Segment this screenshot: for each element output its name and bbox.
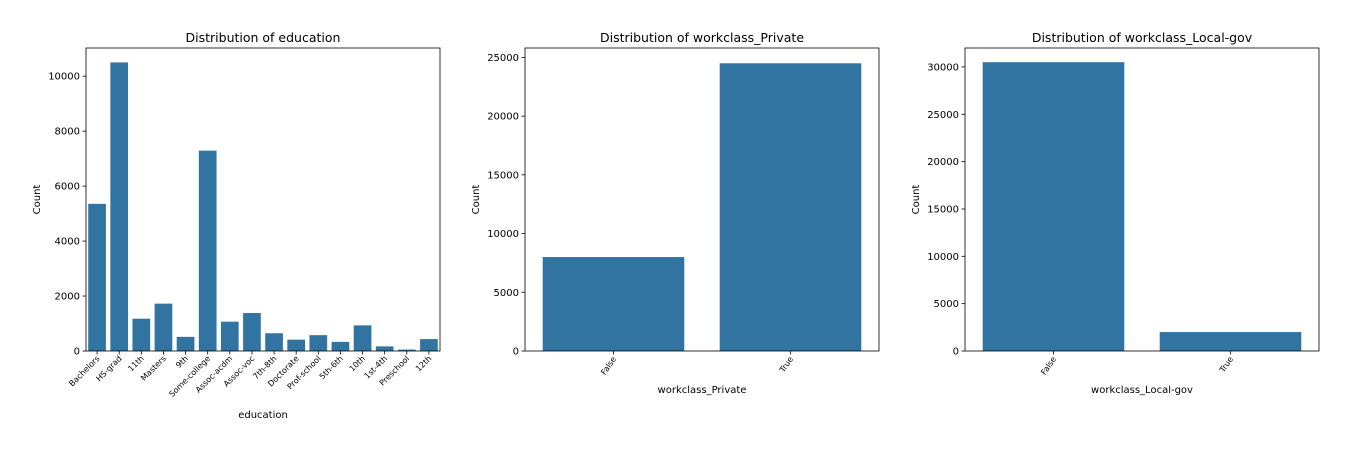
bar-1st-4th [375, 346, 394, 351]
y-tick-label: 0 [74, 347, 80, 358]
bar-12th [420, 339, 438, 351]
y-tick-label: 15000 [927, 204, 959, 215]
x-tick-label: 12th [414, 354, 433, 373]
y-tick-label: 15000 [487, 170, 519, 181]
y-tick-label: 4000 [55, 237, 80, 248]
bar-assoc-voc [243, 313, 261, 351]
x-tick-label: False [599, 355, 618, 377]
x-tick-label: 10th [348, 354, 367, 373]
bar-10th [353, 325, 372, 351]
y-tick-label: 10000 [927, 252, 959, 263]
y-axis-label: Count [32, 185, 43, 215]
x-tick-label: True [1217, 355, 1235, 375]
y-tick-label: 25000 [927, 110, 959, 121]
bar-assoc-acdm [220, 321, 239, 351]
y-tick-label: 0 [953, 347, 959, 358]
x-axis-label: workclass_Private [658, 385, 747, 396]
bar-11th [132, 318, 151, 351]
x-tick-label: False [1039, 355, 1058, 377]
y-tick-label: 20000 [927, 157, 959, 168]
bar-masters [154, 303, 173, 351]
bar-doctorate [287, 339, 306, 351]
bar-false [982, 62, 1125, 351]
bar-9th [176, 336, 195, 351]
y-tick-label: 0 [513, 347, 519, 358]
chart-title: Distribution of workclass_Private [600, 30, 804, 45]
y-tick-label: 20000 [487, 112, 519, 123]
chart-title: Distribution of education [186, 30, 341, 45]
y-tick-label: 10000 [48, 72, 80, 83]
y-tick-label: 6000 [55, 182, 80, 193]
bar-prof-school [309, 335, 328, 351]
y-tick-label: 25000 [487, 53, 519, 64]
x-tick-label: True [777, 355, 795, 375]
y-tick-label: 8000 [55, 127, 80, 138]
y-axis-label: Count [471, 185, 482, 215]
x-axis-label: education [238, 410, 288, 421]
bar-hs-grad [110, 62, 129, 352]
y-tick-label: 5000 [934, 299, 959, 310]
x-tick-label: 11th [126, 354, 145, 373]
bar-preschool [397, 349, 416, 351]
axes-frame [524, 47, 880, 352]
x-tick-label: Bachelors [67, 354, 101, 388]
bar-bachelors [88, 203, 106, 351]
bar-false [542, 257, 685, 351]
bar-true [1159, 332, 1302, 351]
y-tick-label: 30000 [927, 62, 959, 73]
chart-title: Distribution of workclass_Local-gov [1032, 30, 1253, 45]
x-tick-label: 5th-6th [318, 354, 345, 381]
y-tick-label: 5000 [494, 288, 519, 299]
chart-2: 0 5000 10000 15000 20000 25000 False True Distri… [471, 30, 880, 396]
bar-5th-6th [331, 341, 350, 351]
bar-7th-8th [265, 333, 283, 351]
y-tick-label: 10000 [487, 229, 519, 240]
x-tick-label: 9th [174, 354, 190, 370]
y-tick-label: 2000 [55, 292, 80, 303]
x-axis-label: workclass_Local-gov [1091, 385, 1193, 396]
chart-3: 0 5000 10000 15000 20000 25000 30000 False True D… [911, 30, 1320, 396]
axes-frame [85, 47, 441, 352]
axes-frame [964, 47, 1320, 352]
bar-some-college [198, 150, 217, 351]
y-axis-label: Count [911, 185, 922, 215]
bar-true [719, 63, 862, 352]
